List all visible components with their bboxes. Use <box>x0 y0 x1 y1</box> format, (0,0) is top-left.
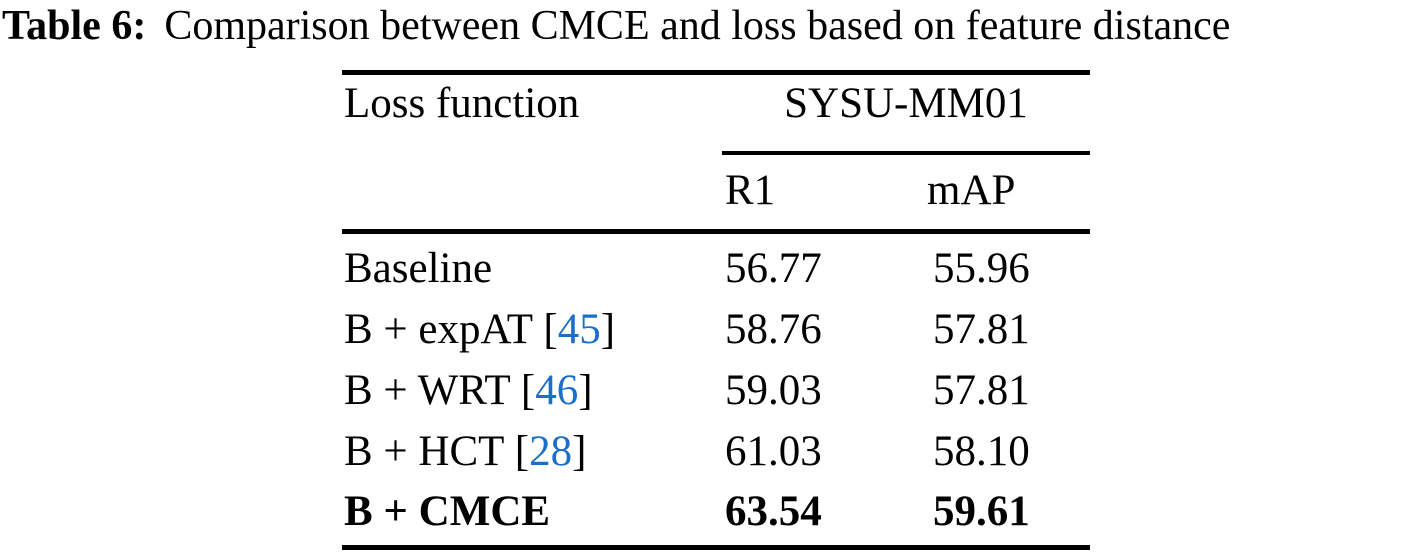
column-header-r1: R1 <box>725 167 776 214</box>
citation-link[interactable]: 46 <box>535 367 579 414</box>
table-top-rule <box>342 70 1090 75</box>
row-label: Baseline <box>344 247 502 290</box>
map-value: 59.61 <box>933 488 1030 535</box>
method-name: B + WRT <box>344 367 511 414</box>
map-value: 57.81 <box>933 367 1030 414</box>
results-table: Loss function SYSU-MM01 R1 mAP Baseline … <box>342 68 1090 554</box>
map-value: 58.10 <box>933 428 1030 475</box>
method-name: B + CMCE <box>344 488 551 535</box>
citation-bracket-open: [ <box>520 367 536 414</box>
r1-value: 59.03 <box>725 367 822 414</box>
r1-value: 56.77 <box>725 245 822 292</box>
r1-value: 58.76 <box>725 306 822 353</box>
method-name: Baseline <box>344 245 493 292</box>
row-label: B + HCT [28] <box>344 430 586 473</box>
method-name: B + expAT <box>344 306 534 353</box>
citation-bracket-open: [ <box>514 428 530 475</box>
citation-bracket-open: [ <box>543 306 558 353</box>
method-name: B + HCT <box>344 428 505 475</box>
map-value: 57.81 <box>933 306 1030 353</box>
table-row: Baseline 56.77 55.96 <box>342 247 1090 299</box>
table-caption-text: Comparison between CMCE and loss based o… <box>164 3 1231 49</box>
column-group-header-dataset: SYSU-MM01 <box>784 80 1028 127</box>
header-body-rule <box>342 229 1090 234</box>
column-header-loss-function: Loss function <box>344 80 580 127</box>
citation-bracket-close: ] <box>600 306 616 353</box>
group-header-rule <box>722 151 1090 155</box>
table-bottom-rule <box>342 545 1090 550</box>
table-row: B + HCT [28] 61.03 58.10 <box>342 430 1090 482</box>
column-header-map: mAP <box>927 167 1016 214</box>
row-label: B + WRT [46] <box>344 369 593 412</box>
table-row: B + WRT [46] 59.03 57.81 <box>342 369 1090 421</box>
table-row: B + expAT [45] 58.76 57.81 <box>342 308 1090 360</box>
row-label: B + CMCE <box>344 490 560 533</box>
citation-bracket-close: ] <box>572 428 587 475</box>
map-value: 55.96 <box>933 245 1030 292</box>
citation-bracket-close: ] <box>578 367 593 414</box>
table-caption: Table 6: Comparison between CMCE and loss… <box>2 5 1230 47</box>
r1-value: 63.54 <box>725 488 822 535</box>
r1-value: 61.03 <box>725 428 822 475</box>
table-caption-label: Table 6: <box>2 3 147 49</box>
citation-link[interactable]: 45 <box>557 306 601 353</box>
table-row-best: B + CMCE 63.54 59.61 <box>342 490 1090 542</box>
row-label: B + expAT [45] <box>344 308 615 351</box>
citation-link[interactable]: 28 <box>529 428 573 475</box>
